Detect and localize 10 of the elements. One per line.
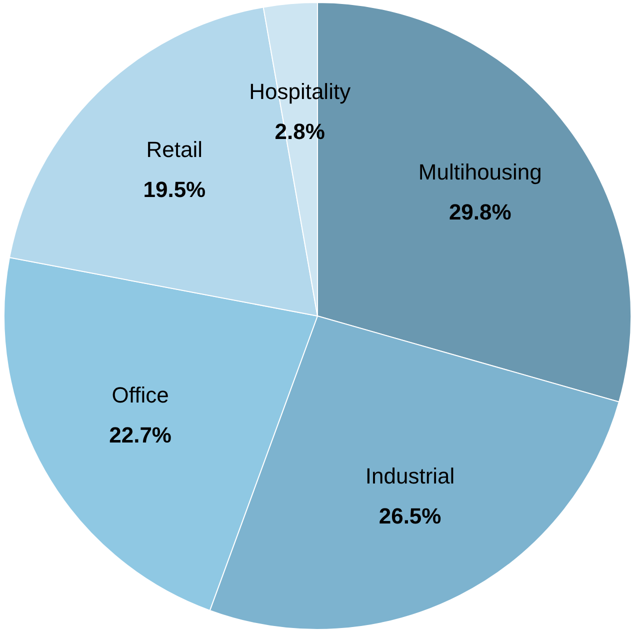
slice-label: Hospitality	[249, 79, 351, 104]
slice-label: Industrial	[365, 464, 455, 489]
slice-label: Retail	[146, 136, 203, 162]
data-label: 29.8%	[448, 199, 512, 224]
slice-label: Office	[112, 382, 169, 408]
slice-label: Multihousing	[418, 159, 542, 184]
data-label: 2.8%	[274, 119, 325, 144]
data-label: 19.5%	[143, 176, 206, 202]
data-label: 22.7%	[109, 422, 172, 448]
data-label: 26.5%	[378, 504, 442, 529]
